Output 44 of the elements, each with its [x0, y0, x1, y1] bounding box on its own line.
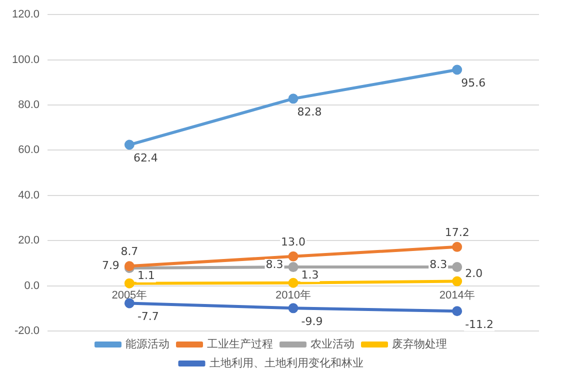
point	[452, 276, 462, 286]
data-label: -9.9	[301, 315, 323, 328]
data-label: -7.7	[137, 310, 159, 324]
point	[452, 306, 462, 316]
point	[124, 140, 134, 150]
point	[288, 303, 298, 314]
y-tick-label: 0.0	[24, 280, 40, 292]
y-tick-label: 60.0	[18, 144, 40, 156]
y-tick-label: 20.0	[18, 234, 40, 247]
data-label: 95.6	[461, 76, 486, 90]
legend-label: 能源活动	[126, 337, 170, 350]
point	[452, 242, 462, 252]
point	[452, 262, 462, 272]
data-label: 8.7	[120, 244, 138, 258]
y-tick-label: 120.0	[12, 8, 40, 21]
point	[288, 278, 298, 288]
data-label: 17.2	[444, 226, 470, 239]
legend-label: 工业生产过程	[207, 337, 273, 350]
data-label: 82.8	[297, 106, 322, 119]
point	[288, 94, 298, 104]
x-tick-label: 2014年	[439, 289, 475, 302]
point	[288, 251, 298, 262]
y-tick-label: 80.0	[18, 99, 40, 112]
y-tick-label: -20.0	[14, 325, 40, 338]
data-label: 8.3	[266, 258, 284, 271]
data-label: 62.4	[133, 152, 158, 165]
y-tick-label: 40.0	[18, 189, 40, 202]
point	[452, 64, 462, 75]
data-label: 13.0	[281, 235, 306, 248]
point	[288, 262, 298, 272]
data-label: 2.0	[465, 267, 483, 280]
data-label: -11.2	[465, 318, 494, 331]
data-label: 8.3	[430, 258, 448, 271]
x-tick-label: 2010年	[276, 289, 312, 302]
point	[124, 278, 134, 288]
data-label: 7.9	[102, 258, 120, 272]
data-label: 1.1	[137, 269, 155, 282]
legend-label: 废弃物处理	[392, 337, 447, 350]
legend-label: 土地利用、土地利用变化和林业	[209, 356, 364, 370]
data-label: 1.3	[301, 268, 319, 282]
legend-label: 农业活动	[310, 337, 354, 350]
point	[124, 298, 134, 308]
x-tick-label: 2005年	[112, 289, 148, 302]
y-tick-label: 100.0	[12, 54, 40, 66]
